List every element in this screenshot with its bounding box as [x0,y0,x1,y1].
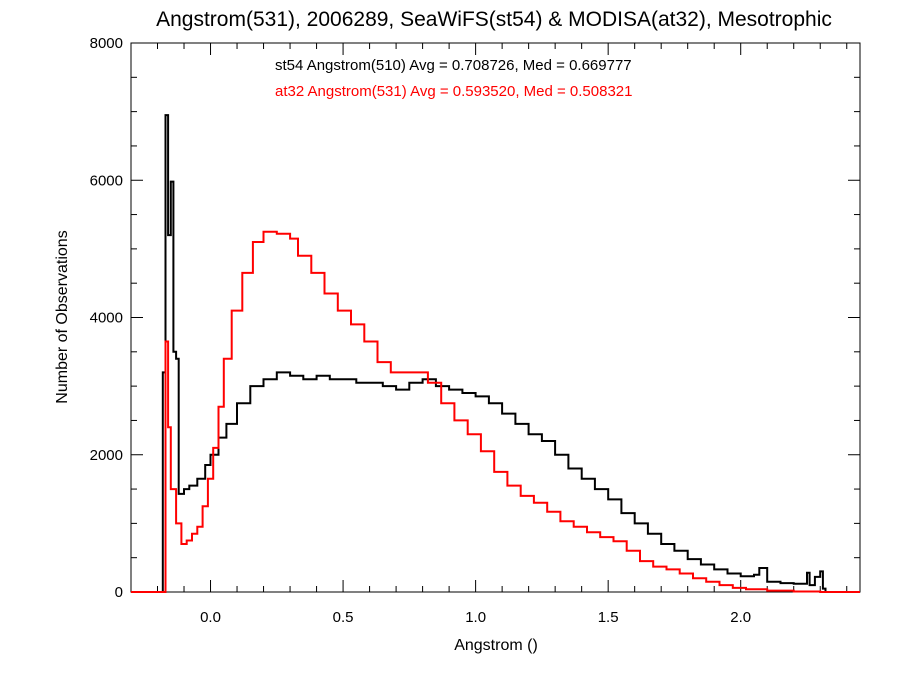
plot-frame [130,42,861,593]
x-tick-label: 1.0 [465,609,486,626]
x-tick-label: 1.5 [598,609,619,626]
y-tick-label: 8000 [90,35,123,52]
x-axis-ticks: 0.0 0.5 1.0 1.5 2.0 [157,43,848,626]
x-axis-label: Angstrom () [454,637,538,654]
series-st54-line [131,114,860,593]
chart-title: Angstrom(531), 2006289, SeaWiFS(st54) & … [156,8,832,31]
y-axis-ticks: 0 2000 4000 6000 8000 [90,35,860,601]
y-tick-label: 2000 [90,447,123,464]
x-tick-label: 0.5 [333,609,354,626]
annotation-at32: at32 Angstrom(531) Avg = 0.593520, Med =… [275,83,633,100]
series-at32-line [131,230,860,593]
annotation-st54: st54 Angstrom(510) Avg = 0.708726, Med =… [275,57,632,74]
y-axis-label: Number of Observations [54,230,71,403]
series-layer [131,114,860,593]
y-tick-label: 4000 [90,310,123,327]
x-tick-label: 2.0 [730,609,751,626]
y-tick-label: 0 [115,584,123,601]
y-tick-label: 6000 [90,172,123,189]
x-tick-label: 0.0 [200,609,221,626]
